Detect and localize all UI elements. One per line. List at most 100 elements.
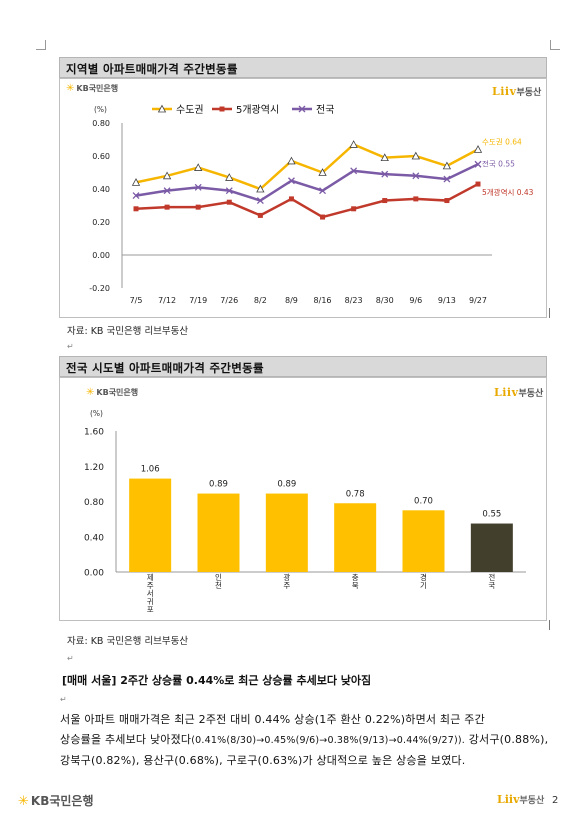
y-tick-label: 0.60	[92, 152, 110, 161]
bar-value-label: 0.70	[414, 496, 433, 506]
legend-label: 5개광역시	[236, 104, 279, 116]
bar-chart-source: 자료: KB 국민은행 리브부동산	[67, 636, 189, 647]
article-line-1: 서울 아파트 매매가격은 최근 2주전 대비 0.44% 상승(1주 환산 0.…	[60, 713, 485, 726]
legend-label: 전국	[316, 104, 334, 116]
y-tick-label: -0.20	[89, 284, 110, 293]
legend-marker	[298, 105, 306, 113]
data-point	[195, 204, 201, 210]
x-tick-label: 9/13	[438, 296, 456, 305]
data-point	[413, 196, 419, 202]
liiv-logo: Liiv부동산	[492, 85, 542, 98]
data-point	[381, 170, 389, 178]
marker-stroke	[132, 192, 140, 200]
kb-star-icon: ✳	[66, 83, 75, 94]
marker-stroke	[256, 197, 264, 205]
marker-stroke	[225, 187, 233, 195]
marker-stroke	[412, 172, 420, 180]
data-point	[163, 187, 171, 195]
y-tick-label: 0.40	[92, 185, 110, 194]
data-point	[131, 178, 141, 186]
bar	[402, 510, 445, 572]
end-value-label: 전국 0.55	[482, 158, 515, 168]
margin-mark	[549, 308, 550, 318]
crop-mark-top-right	[550, 40, 560, 50]
y-tick-label: 0.00	[84, 569, 104, 579]
marker-stroke	[381, 170, 389, 178]
data-point	[380, 153, 389, 162]
data-point	[475, 181, 481, 187]
data-point	[443, 175, 451, 183]
bar-value-label: 0.78	[346, 489, 365, 499]
y-tick-label: 0.80	[84, 498, 104, 508]
data-point	[288, 196, 294, 202]
kb-logo: ✳ KB국민은행	[66, 83, 119, 94]
data-point	[162, 171, 172, 180]
y-tick-label: 0.80	[92, 119, 110, 128]
crop-mark-top-left	[36, 40, 46, 50]
data-point	[287, 156, 296, 165]
data-point	[349, 140, 358, 148]
bar-value-label: 1.06	[141, 465, 160, 475]
bar-value-label: 0.89	[277, 480, 296, 490]
series-line	[135, 182, 479, 219]
y-tick-label: 0.20	[92, 218, 110, 227]
article-line-2: 상승률을 추세보다 낮아졌다(0.41%(8/30)→0.45%(9/6)→0.…	[60, 733, 549, 746]
paragraph-mark: ↵	[67, 654, 74, 663]
paragraph-mark: ↵	[67, 342, 74, 351]
data-point	[194, 163, 203, 171]
y-tick-label: 0.00	[92, 251, 110, 260]
data-point	[319, 187, 327, 195]
x-tick-label: 8/23	[345, 296, 363, 305]
bar	[470, 523, 513, 572]
liiv-logo: Liiv부동산	[494, 386, 544, 399]
bar	[129, 478, 172, 572]
data-point	[473, 145, 483, 153]
kb-star-icon: ✳	[18, 794, 29, 809]
x-tick-label: 8/16	[314, 296, 332, 305]
marker-stroke	[287, 177, 295, 185]
data-point	[132, 192, 140, 200]
y-tick-label: 1.60	[84, 428, 104, 438]
data-point	[412, 172, 420, 180]
bar-chart-title: 전국 시도별 아파트매매가격 주간변동률	[59, 356, 547, 377]
x-tick-label: 7/12	[158, 296, 176, 305]
data-point	[350, 167, 358, 175]
legend-label: 수도권	[176, 104, 204, 116]
bar-chart: (%) 1.60 1.20 0.80 0.40 0.00 1.06 제 주 서 귀 포 0.89 인 천 0.…	[84, 409, 526, 614]
bar-value-label: 0.89	[209, 480, 228, 490]
marker-stroke	[163, 187, 171, 195]
series-line	[135, 163, 479, 202]
bar	[334, 503, 377, 572]
legend-marker	[157, 104, 167, 113]
bar-value-label: 0.55	[482, 510, 501, 520]
data-point	[442, 161, 452, 170]
line-chart: (%) 0.80 0.60 0.40 0.20 0.00 -0.20 7/5 7/12 7/19 7…	[89, 104, 534, 305]
data-point	[194, 183, 202, 191]
paragraph-mark: ↵	[60, 695, 67, 704]
kb-star-icon: ✳	[86, 387, 95, 398]
data-point	[287, 177, 295, 185]
x-tick-label: 7/5	[130, 296, 143, 305]
data-point	[256, 197, 264, 205]
footer-kb-logo: ✳ KB국민은행	[18, 794, 94, 809]
x-tick-label: 9/6	[409, 296, 422, 305]
bar	[197, 493, 240, 572]
line-chart-title: 지역별 아파트매매가격 주간변동률	[59, 57, 547, 78]
line-chart-source: 자료: KB 국민은행 리브부동산	[67, 326, 189, 337]
marker-stroke	[194, 183, 202, 191]
data-point	[411, 151, 420, 160]
article-body: 서울 아파트 매매가격은 최근 2주전 대비 0.44% 상승(1주 환산 0.…	[60, 710, 562, 771]
y-axis-unit: (%)	[90, 409, 103, 418]
legend-marker	[219, 106, 225, 112]
kb-logo: ✳ KB국민은행	[86, 387, 139, 398]
data-point	[164, 204, 170, 210]
end-value-label: 5개광역시 0.43	[482, 187, 534, 197]
data-point	[318, 168, 327, 176]
marker-stroke	[319, 187, 327, 195]
